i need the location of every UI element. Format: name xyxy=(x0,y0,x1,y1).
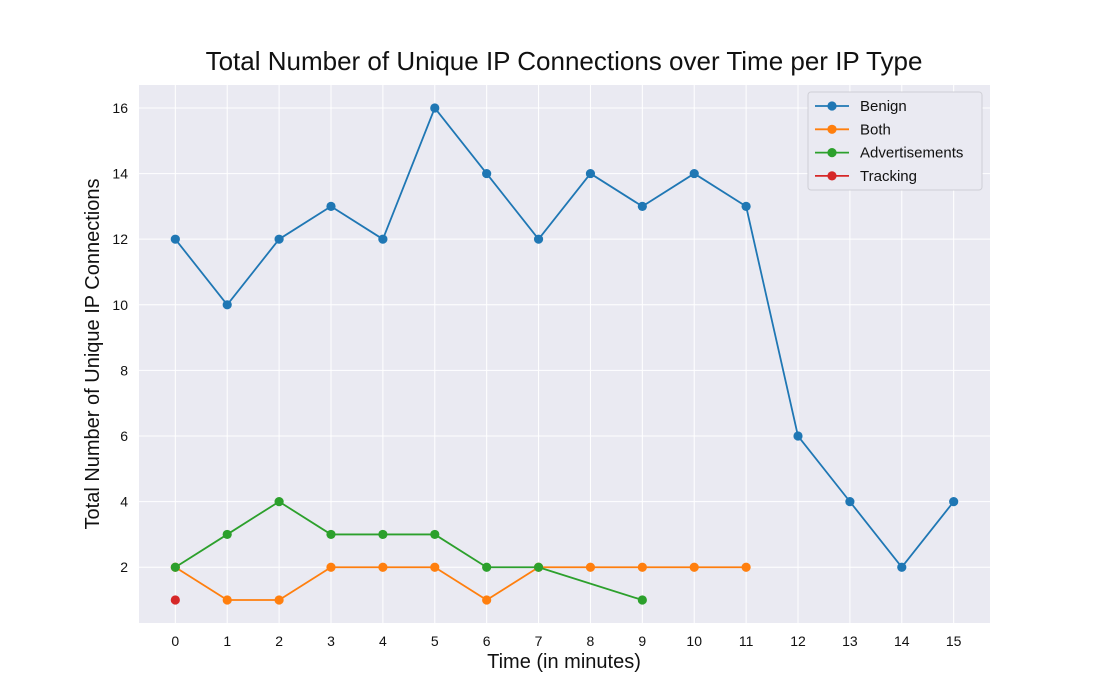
series-tracking xyxy=(170,595,180,605)
y-axis-title: Total Number of Unique IP Connections xyxy=(82,179,104,530)
x-tick-label: 14 xyxy=(894,633,910,649)
data-point-both xyxy=(222,595,232,605)
x-tick-label: 1 xyxy=(223,633,231,649)
data-point-benign xyxy=(845,497,855,507)
x-tick-label: 4 xyxy=(379,633,387,649)
x-tick-label: 11 xyxy=(739,633,754,649)
y-tick-label: 6 xyxy=(120,428,128,444)
y-tick-label: 8 xyxy=(120,362,128,378)
legend-swatch-marker xyxy=(827,171,837,181)
data-point-both xyxy=(326,562,336,572)
data-point-both xyxy=(430,562,440,572)
x-tick-label: 6 xyxy=(483,633,491,649)
legend-box xyxy=(807,91,983,191)
series-benign xyxy=(170,103,959,572)
legend-label: Both xyxy=(860,121,891,138)
x-tick-label: 15 xyxy=(946,633,962,649)
y-tick-label: 14 xyxy=(112,166,128,182)
y-tick-label: 16 xyxy=(112,100,128,116)
data-point-both xyxy=(482,595,492,605)
data-point-advertisements xyxy=(637,595,647,605)
legend-swatch-marker xyxy=(827,148,837,158)
data-point-benign xyxy=(585,168,596,179)
legend-label: Advertisements xyxy=(860,145,963,162)
series-group xyxy=(170,103,959,605)
legend-swatch-marker xyxy=(827,101,837,111)
data-point-advertisements xyxy=(378,529,388,540)
data-point-benign xyxy=(274,234,284,244)
x-tick-labels: 0 1 2 3 4 5 6 7 8 9 10 11 12 13 14 15 xyxy=(171,633,961,649)
data-point-tracking xyxy=(170,595,180,605)
x-tick-label: 8 xyxy=(587,633,595,649)
x-axis-title: Time (in minutes) xyxy=(487,651,641,673)
y-tick-label: 4 xyxy=(120,494,128,510)
chart-title: Total Number of Unique IP Connections ov… xyxy=(206,46,923,76)
data-point-both xyxy=(585,562,596,572)
data-point-advertisements xyxy=(274,497,284,507)
legend-label: Benign xyxy=(860,98,907,115)
legend-item-tracking: Tracking xyxy=(815,168,917,185)
legend-item-both: Both xyxy=(815,121,891,138)
data-point-benign xyxy=(378,234,388,244)
data-point-both xyxy=(741,562,751,572)
legend-swatch-marker xyxy=(827,124,837,134)
data-point-both xyxy=(637,562,647,572)
data-point-advertisements xyxy=(326,529,336,540)
data-point-benign xyxy=(793,431,803,441)
data-point-benign xyxy=(533,234,544,244)
legend-item-benign: Benign xyxy=(815,98,907,115)
x-tick-label: 7 xyxy=(535,633,543,649)
x-tick-label: 13 xyxy=(842,633,858,649)
y-tick-label: 2 xyxy=(120,559,128,575)
y-tick-labels: 2 4 6 8 10 12 14 16 xyxy=(112,100,128,575)
series-line-both xyxy=(174,566,747,601)
y-tick-label: 12 xyxy=(112,231,128,247)
data-point-benign xyxy=(222,300,232,310)
y-tick-label: 10 xyxy=(112,297,128,313)
data-point-benign xyxy=(170,234,180,244)
series-line-benign xyxy=(174,107,955,569)
data-point-advertisements xyxy=(222,529,232,540)
data-point-both xyxy=(689,562,699,572)
data-point-advertisements xyxy=(430,529,440,540)
legend-label: Tracking xyxy=(860,168,917,185)
x-tick-label: 12 xyxy=(790,633,806,649)
legend-item-advertisements: Advertisements xyxy=(815,145,963,162)
data-point-both xyxy=(274,595,284,605)
data-point-benign xyxy=(949,497,959,507)
data-point-both xyxy=(378,562,388,572)
data-point-benign xyxy=(482,168,492,179)
data-point-advertisements xyxy=(170,562,180,572)
x-tick-label: 2 xyxy=(275,633,283,649)
legend: Benign Both Advertisements Tracking xyxy=(807,91,983,191)
x-tick-label: 3 xyxy=(327,633,335,649)
data-point-benign xyxy=(741,201,751,211)
data-point-advertisements xyxy=(533,562,544,572)
data-point-benign xyxy=(897,562,907,572)
x-tick-label: 0 xyxy=(171,633,179,649)
data-point-benign xyxy=(430,103,440,113)
x-tick-label: 5 xyxy=(431,633,439,649)
data-point-advertisements xyxy=(482,562,492,572)
series-advertisements xyxy=(170,497,647,605)
data-point-benign xyxy=(637,201,647,211)
x-tick-label: 9 xyxy=(638,633,646,649)
data-point-benign xyxy=(689,168,699,179)
x-tick-label: 10 xyxy=(686,633,702,649)
data-point-benign xyxy=(326,201,336,211)
